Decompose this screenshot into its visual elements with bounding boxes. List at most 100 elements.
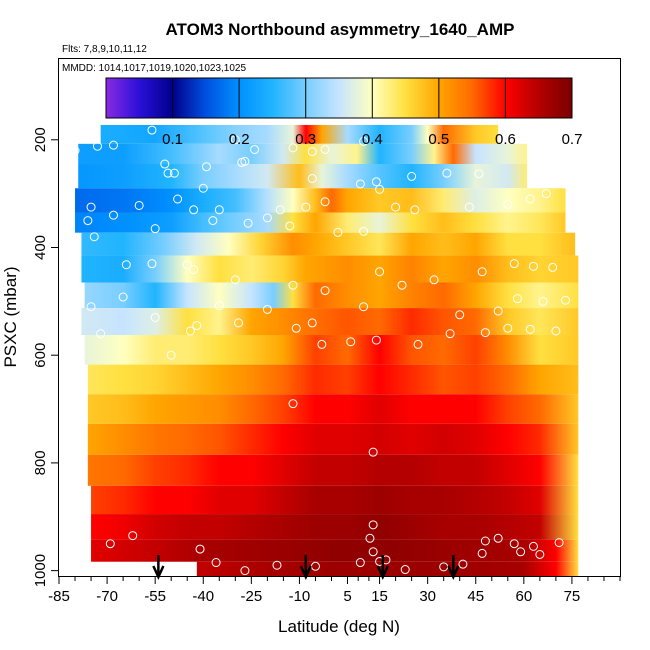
data-point [147,125,157,135]
data-point [89,232,99,242]
colorbar-tick-label: 0.1 [162,131,183,148]
data-point [288,399,298,409]
data-point [320,144,330,154]
data-point [108,210,118,220]
data-point [195,544,205,554]
x-axis-label: Latitude (deg N) [278,617,400,636]
data-point [86,302,96,312]
data-point [551,326,561,336]
data-point [96,329,106,339]
x-tick-label: 60 [515,588,532,605]
heatmap-row [75,212,566,233]
data-point [163,168,173,178]
heatmap-row [91,539,579,562]
data-point [285,221,295,231]
data-point [512,294,522,304]
data-point [365,533,375,543]
data-point [272,560,282,570]
data-point [346,337,356,347]
heatmap-row [87,454,579,486]
data-point [214,205,224,215]
y-axis: 200 400 600 800 1000 [32,127,59,587]
data-point [108,140,118,150]
data-point [288,280,298,290]
data-point [368,520,378,530]
data-point [182,260,192,270]
data-point [250,144,260,154]
flights-label: Flts: 7,8,9,10,11,12 [62,44,147,55]
data-point [105,539,115,549]
x-tick-label: 45 [467,588,484,605]
data-point [397,280,407,290]
data-point [201,162,211,172]
heatmap-row [91,485,579,515]
data-point [92,141,102,151]
data-point [150,313,160,322]
data-point [147,259,157,269]
y-tick-label: 400 [32,235,49,260]
data-point [477,267,487,277]
data-point [275,205,285,215]
data-point [198,183,208,193]
data-point [83,216,93,226]
x-tick-label: 75 [564,588,581,605]
data-point [493,306,503,316]
data-point [86,202,96,212]
data-point [320,286,330,296]
heatmap-row [84,335,579,365]
data-point [503,323,513,333]
data-point [371,177,381,187]
data-point [464,202,474,212]
heatmap-row [81,308,579,336]
x-tick-label: 5 [343,588,351,605]
data-point [359,226,369,236]
data-point [429,275,439,285]
heatmap-row [100,124,499,144]
data-point [160,159,170,169]
colorbar-tick-label: 0.2 [229,131,250,148]
data-point [333,227,343,237]
data-point [528,541,538,551]
colorbar-tick-label: 0.3 [295,131,316,148]
heatmap-row [87,394,579,424]
data-point [301,202,311,212]
chart-title: ATOM3 Northbound asymmetry_1640_AMP [166,20,515,39]
data-point [400,565,410,575]
data-point [189,205,199,215]
data-point [243,218,253,228]
data-point [60,205,70,215]
data-point [368,447,378,457]
data-point [192,321,202,331]
colorbar-tick-label: 0.4 [362,131,383,148]
heatmap-row [81,255,579,283]
heatmap-row [91,514,579,540]
data-point [535,549,545,559]
data-point [528,261,538,271]
data-point [240,566,250,576]
data-point [128,531,138,541]
data-point [234,318,244,328]
data-point [548,262,558,272]
heatmap-row [75,188,566,213]
data-point [375,267,385,277]
data-point [525,194,535,204]
data-point [516,547,526,557]
data-point [214,301,224,311]
data-point [307,147,317,157]
data-point [474,169,484,179]
data-points [60,125,571,576]
data-point [445,329,455,339]
data-point [121,260,131,270]
data-point [480,328,490,338]
data-point [166,350,176,360]
data-point [509,539,519,549]
data-point [262,213,272,223]
data-point [288,143,298,153]
data-point [455,310,465,320]
plot-frame [58,58,621,577]
y-tick-label: 600 [32,343,49,368]
data-point [317,339,327,349]
heatmap-row [81,232,576,256]
x-tick-label: -55 [144,588,166,605]
